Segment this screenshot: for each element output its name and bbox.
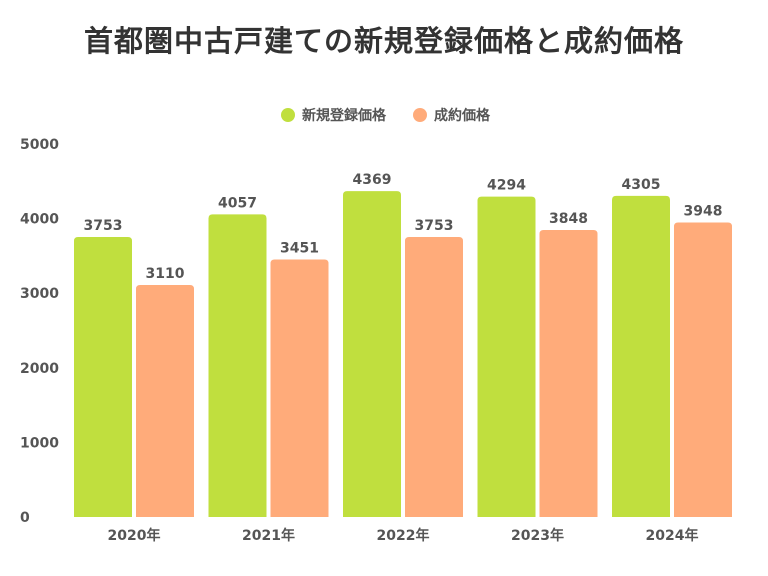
data-label: 3753 <box>84 218 123 234</box>
bar-0-4 <box>612 195 670 518</box>
x-tick-label: 2023年 <box>511 527 564 544</box>
data-label: 3451 <box>280 241 319 257</box>
data-label: 3110 <box>146 266 185 282</box>
bar-0-0 <box>74 237 132 518</box>
legend-label-0: 新規登録価格 <box>302 107 387 124</box>
data-label: 4305 <box>622 177 661 193</box>
x-tick-label: 2022年 <box>377 527 430 544</box>
y-tick-label: 4000 <box>20 212 59 228</box>
y-tick-label: 5000 <box>20 137 59 153</box>
data-label: 4057 <box>218 195 257 211</box>
legend-marker-0 <box>281 108 295 122</box>
legend-marker-1 <box>413 108 427 122</box>
data-label: 3948 <box>684 203 723 219</box>
x-tick-label: 2020年 <box>108 527 161 544</box>
data-label: 4369 <box>353 172 392 188</box>
y-tick-label: 0 <box>20 510 30 526</box>
bar-0-3 <box>477 196 536 517</box>
data-label: 4294 <box>487 178 526 194</box>
data-label: 3848 <box>549 211 588 227</box>
x-tick-label: 2021年 <box>242 527 295 544</box>
bar-1-4 <box>674 222 732 518</box>
y-tick-label: 2000 <box>20 361 59 377</box>
bar-1-0 <box>136 284 194 517</box>
y-tick-label: 1000 <box>20 435 59 451</box>
bar-1-3 <box>539 229 598 517</box>
bar-1-2 <box>405 237 463 518</box>
bar-0-2 <box>343 191 401 517</box>
bar-0-1 <box>208 214 267 518</box>
x-tick-label: 2024年 <box>646 527 699 544</box>
y-tick-label: 3000 <box>20 286 59 302</box>
bar-1-1 <box>270 259 329 517</box>
data-label: 3753 <box>415 218 454 234</box>
chart-title: 首都圏中古戸建ての新規登録価格と成約価格 <box>83 24 684 58</box>
legend-label-1: 成約価格 <box>434 107 491 124</box>
